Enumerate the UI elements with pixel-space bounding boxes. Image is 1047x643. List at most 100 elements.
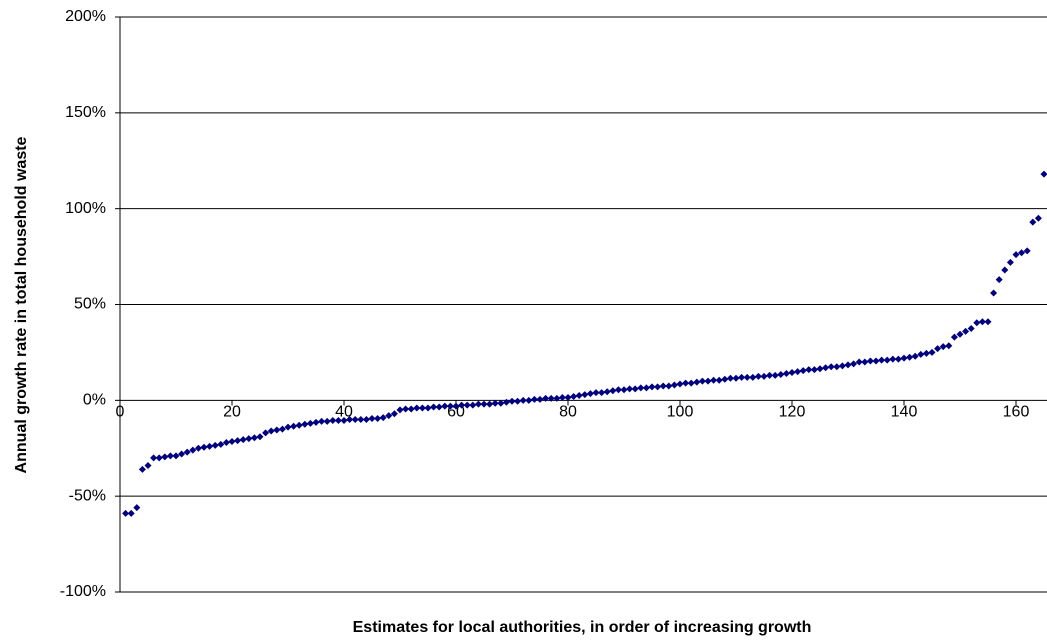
- point: [609, 387, 617, 395]
- point: [536, 395, 544, 403]
- point: [161, 453, 169, 461]
- point: [278, 425, 286, 433]
- x-tick-label: 80: [559, 404, 577, 421]
- point: [889, 355, 897, 363]
- point: [256, 433, 264, 441]
- point: [693, 378, 701, 386]
- point: [178, 450, 186, 458]
- point: [318, 417, 326, 425]
- point: [295, 421, 303, 429]
- point: [950, 333, 958, 341]
- point: [827, 363, 835, 371]
- point: [172, 452, 180, 460]
- point: [150, 454, 158, 462]
- point: [883, 356, 891, 364]
- point: [710, 376, 718, 384]
- point: [357, 416, 365, 423]
- point: [592, 389, 600, 397]
- point: [351, 416, 359, 423]
- point: [732, 374, 740, 382]
- point: [1040, 170, 1047, 178]
- point: [855, 358, 863, 366]
- point: [211, 441, 219, 449]
- point: [872, 357, 880, 365]
- point: [122, 509, 130, 517]
- point: [984, 318, 992, 326]
- point: [726, 374, 734, 382]
- point: [334, 416, 342, 424]
- y-tick-label: 200%: [65, 8, 106, 25]
- point: [822, 364, 830, 372]
- point: [760, 372, 768, 380]
- point: [721, 375, 729, 383]
- point: [245, 435, 253, 443]
- point: [598, 389, 606, 397]
- point: [928, 348, 936, 356]
- point: [945, 342, 953, 350]
- point: [978, 318, 986, 326]
- x-tick-label: 40: [335, 404, 353, 421]
- point: [754, 372, 762, 380]
- point: [234, 437, 242, 445]
- y-tick-label: -100%: [60, 583, 106, 600]
- point: [525, 396, 533, 404]
- point: [844, 361, 852, 369]
- point: [267, 427, 275, 435]
- point: [603, 388, 611, 396]
- point: [1006, 258, 1014, 266]
- point: [514, 397, 522, 405]
- point: [973, 319, 981, 327]
- x-tick-label: 100: [667, 404, 694, 421]
- point: [687, 379, 695, 387]
- point: [581, 391, 589, 399]
- x-tick-label: 140: [891, 404, 918, 421]
- point: [155, 454, 163, 462]
- point: [620, 386, 628, 394]
- point: [200, 443, 208, 451]
- point: [262, 429, 270, 437]
- point: [838, 362, 846, 370]
- point: [698, 377, 706, 385]
- point: [435, 403, 443, 411]
- point: [794, 368, 802, 376]
- point: [743, 373, 751, 381]
- point: [676, 380, 684, 388]
- y-tick-label: -50%: [69, 487, 106, 504]
- point: [659, 382, 667, 390]
- point: [491, 399, 499, 407]
- point: [206, 442, 214, 450]
- point: [396, 406, 404, 414]
- point: [284, 423, 292, 431]
- point: [301, 420, 309, 428]
- point: [1023, 247, 1031, 255]
- point: [670, 381, 678, 389]
- point: [502, 398, 510, 406]
- point: [816, 365, 824, 373]
- point: [894, 355, 902, 363]
- point: [446, 402, 454, 410]
- point: [340, 416, 348, 424]
- point: [385, 412, 393, 420]
- point: [390, 410, 398, 418]
- point: [1029, 218, 1037, 226]
- point: [777, 370, 785, 378]
- point: [637, 384, 645, 392]
- point: [362, 416, 370, 423]
- point: [306, 419, 314, 427]
- point: [407, 405, 415, 413]
- point: [133, 504, 141, 512]
- point: [866, 357, 874, 365]
- point: [782, 370, 790, 377]
- point: [788, 369, 796, 377]
- point: [183, 448, 191, 456]
- point: [900, 354, 908, 362]
- point: [878, 356, 886, 364]
- point: [749, 373, 757, 381]
- point: [474, 400, 482, 408]
- point: [469, 401, 477, 409]
- y-tick-label: 150%: [65, 104, 106, 121]
- point: [704, 377, 712, 385]
- point: [127, 509, 135, 517]
- point: [530, 395, 538, 403]
